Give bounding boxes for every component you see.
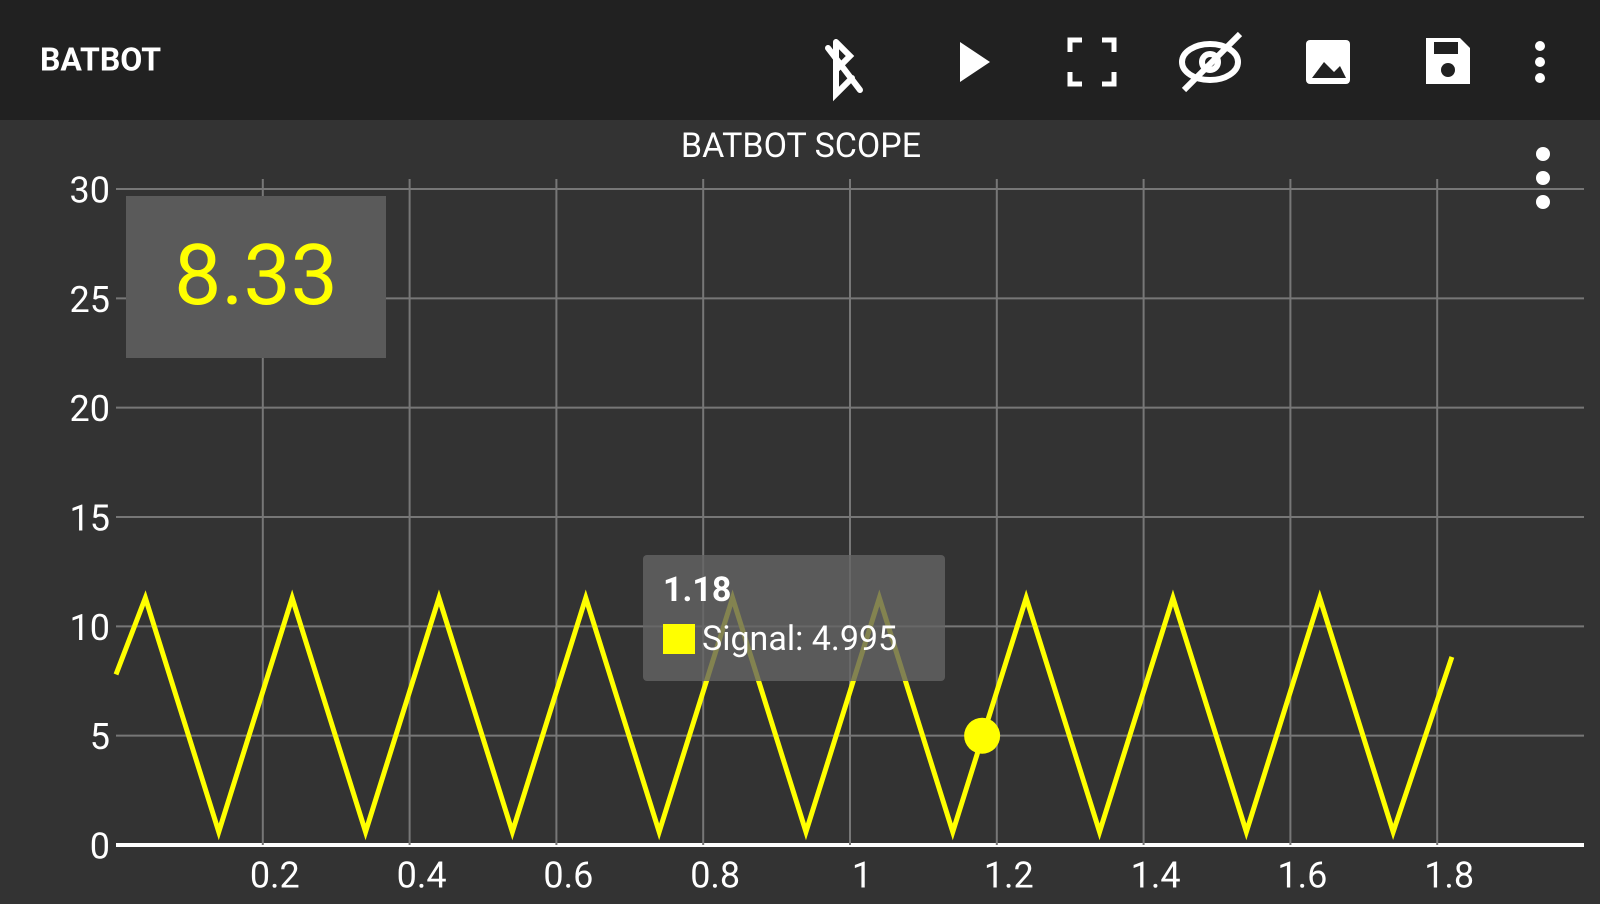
- app-title: BATBOT: [40, 40, 161, 78]
- signal-line: [113, 589, 1455, 841]
- readout-box: [126, 196, 386, 358]
- x-tick-label: 0.8: [690, 855, 740, 897]
- x-tick-label: 0.2: [250, 855, 300, 897]
- bluetooth-off-icon[interactable]: [825, 39, 863, 102]
- tooltip-swatch: [663, 624, 695, 654]
- visibility-off-icon[interactable]: [1179, 31, 1243, 93]
- y-tick-label: 15: [70, 498, 110, 540]
- tooltip-title: 1.18: [663, 570, 731, 610]
- x-tick-label: 1.6: [1277, 855, 1327, 897]
- highlight-point: [964, 717, 1001, 754]
- save-icon[interactable]: [1426, 38, 1470, 84]
- play-icon[interactable]: [960, 42, 990, 82]
- chart-title: BATBOT SCOPE: [681, 126, 921, 166]
- chart-menu[interactable]: [1536, 147, 1550, 209]
- y-tick-label: 30: [70, 170, 110, 212]
- y-tick-label: 20: [70, 388, 110, 430]
- y-tick-label: 5: [90, 716, 110, 758]
- x-tick-label: 1.4: [1131, 855, 1181, 897]
- x-tick-label: 0.6: [543, 855, 593, 897]
- x-tick-label: 1: [852, 855, 872, 897]
- image-icon[interactable]: [1306, 40, 1350, 84]
- x-tick-label: 0.4: [397, 855, 447, 897]
- readout-value: 8.33: [174, 226, 338, 325]
- plot: 0 5 10 15 20 25 30 0.2 0.4 0.6 0.8 1 1.2 1.4 1.6 1.8: [70, 170, 1584, 897]
- y-tick-label: 10: [70, 607, 110, 649]
- app-bar: [0, 0, 1600, 120]
- tooltip: [643, 555, 945, 681]
- x-tick-label: 1.2: [984, 855, 1034, 897]
- y-tick-label: 25: [70, 279, 110, 321]
- overflow-menu[interactable]: [1535, 41, 1545, 83]
- x-tick-label: 1.8: [1424, 855, 1474, 897]
- fullscreen-icon[interactable]: [1067, 37, 1117, 87]
- y-tick-label: 0: [90, 826, 110, 868]
- tooltip-text: Signal: 4.995: [702, 619, 897, 659]
